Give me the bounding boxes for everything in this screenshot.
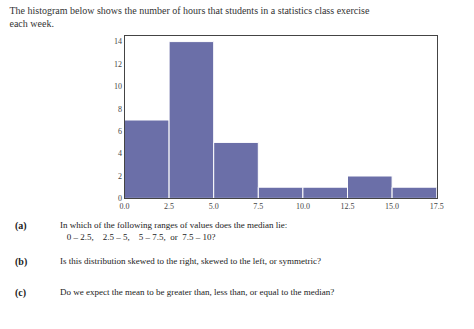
svg-text:Is this distribution skewed to: Is this distribution skewed to the right…: [60, 256, 321, 266]
svg-text:In which of the following rang: In which of the following ranges of valu…: [60, 220, 287, 242]
svg-text:(b): (b): [15, 256, 27, 268]
svg-text:2.5: 2.5: [164, 202, 174, 211]
svg-text:10: 10: [114, 82, 122, 91]
svg-text:12.5: 12.5: [341, 202, 355, 211]
svg-text:6: 6: [118, 127, 122, 136]
svg-text:5.0: 5.0: [209, 202, 219, 211]
svg-text:17.5: 17.5: [430, 202, 444, 211]
svg-text:10.0: 10.0: [296, 202, 310, 211]
svg-text:The histogram below shows the: The histogram below shows the number of …: [9, 5, 369, 29]
svg-text:(a): (a): [15, 220, 27, 232]
svg-text:8: 8: [118, 105, 122, 114]
svg-text:14: 14: [114, 37, 122, 46]
svg-text:4: 4: [118, 149, 122, 158]
svg-text:7.5: 7.5: [253, 202, 263, 211]
svg-text:Do we expect the mean to be gr: Do we expect the mean to be greater than…: [60, 287, 334, 297]
svg-text:0: 0: [118, 194, 122, 203]
svg-text:12: 12: [114, 60, 122, 69]
svg-text:0.0: 0.0: [120, 202, 130, 211]
svg-text:2: 2: [118, 172, 122, 181]
svg-text:15.0: 15.0: [385, 202, 399, 211]
svg-text:(c): (c): [15, 287, 26, 299]
